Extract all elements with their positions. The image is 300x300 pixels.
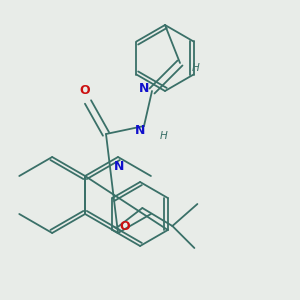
- Text: H: H: [160, 131, 168, 141]
- Text: O: O: [80, 85, 90, 98]
- Text: H: H: [192, 63, 200, 73]
- Text: N: N: [135, 124, 145, 137]
- Text: N: N: [114, 160, 124, 173]
- Text: O: O: [119, 220, 130, 233]
- Text: N: N: [139, 82, 149, 95]
